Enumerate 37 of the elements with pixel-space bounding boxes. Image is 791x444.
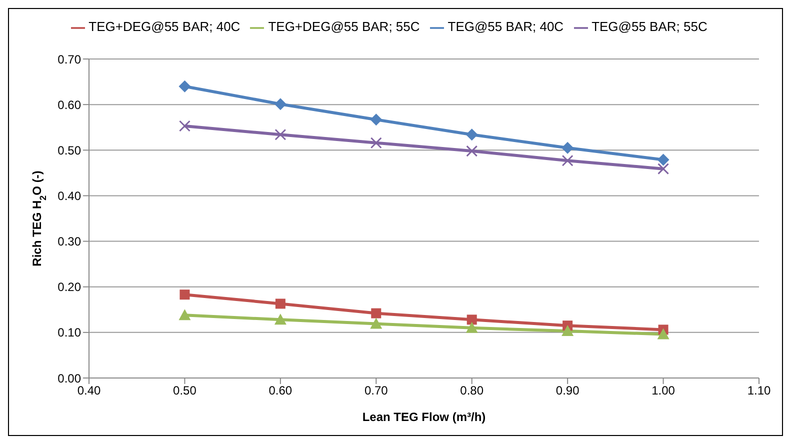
point: [466, 322, 478, 333]
point: [657, 154, 670, 166]
y-tick-label: 0.50: [58, 143, 82, 158]
point: [275, 298, 286, 309]
point: [370, 114, 382, 126]
y-tick-label: 0.20: [58, 280, 82, 294]
point: [178, 309, 191, 320]
y-tick-label: 0.60: [58, 98, 82, 112]
x-tick-label: 0.60: [268, 384, 292, 398]
legend-label: TEG+DEG@55 BAR; 55C: [268, 19, 420, 34]
legend-label: TEG@55 BAR; 40C: [448, 19, 564, 34]
x-tick-label: 0.90: [556, 384, 580, 398]
x-tick-label: 0.40: [77, 384, 101, 398]
point: [370, 318, 382, 329]
y-tick-label: 0.40: [58, 188, 82, 203]
legend-label: TEG@55 BAR; 55C: [592, 19, 708, 34]
point: [274, 314, 286, 325]
point: [562, 142, 574, 154]
x-tick-label: 0.80: [460, 384, 484, 398]
y-tick-label: 0.30: [58, 234, 82, 249]
point: [466, 314, 477, 325]
y-tick-label: 0.70: [58, 52, 82, 66]
x-tick-label: 1.00: [652, 384, 676, 398]
x-tick-label: 1.10: [747, 384, 771, 398]
y-tick-label: 0.00: [58, 371, 82, 386]
point: [371, 308, 382, 318]
x-axis-title: Lean TEG Flow (m³/h): [362, 410, 486, 424]
point: [274, 98, 286, 110]
point: [657, 328, 670, 340]
legend-label: TEG+DEG@55 BAR; 40C: [88, 19, 240, 34]
point: [562, 325, 574, 336]
point: [180, 290, 190, 300]
x-tick-label: 0.50: [173, 384, 197, 398]
point: [466, 128, 478, 141]
y-tick-label: 0.10: [58, 326, 82, 340]
x-tick-label: 0.70: [364, 384, 388, 398]
point: [178, 80, 191, 92]
